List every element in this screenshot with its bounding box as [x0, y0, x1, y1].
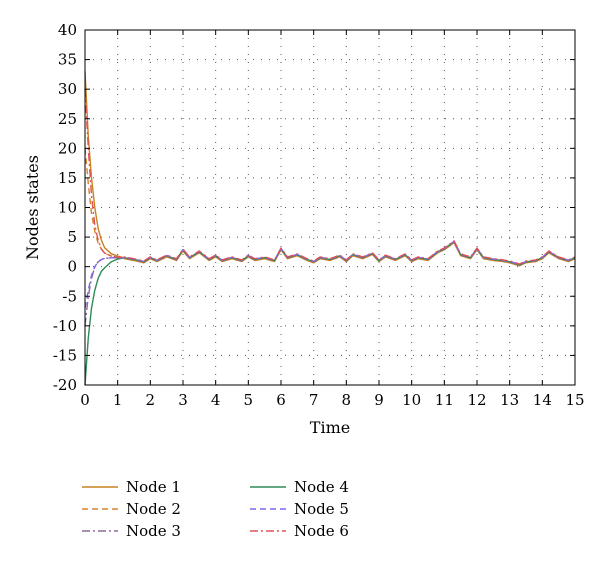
legend-item-node-1: Node 1: [82, 478, 181, 496]
legend-label: Node 2: [126, 500, 181, 518]
legend-item-node-2: Node 2: [82, 500, 181, 518]
series-line-node-3: [84, 241, 576, 326]
tick-layer: 0 1 2 3 4 5 6 7 8 9 10 11 12 13 14 15-20-15-10-50510152…: [53, 21, 585, 409]
x-tick-label: 5: [244, 391, 254, 409]
x-tick-label: 9: [374, 391, 384, 409]
y-tick-label: -20: [53, 376, 77, 394]
series-line-node-6: [84, 89, 576, 265]
y-tick-label: -15: [53, 346, 77, 364]
y-tick-label: 40: [58, 21, 77, 39]
grid-layer: [85, 30, 575, 385]
y-tick-label: 30: [58, 80, 77, 98]
x-tick-label: 14: [533, 391, 552, 409]
series-layer: [84, 71, 576, 386]
x-tick-label: 4: [211, 391, 221, 409]
y-axis-title: Nodes states: [23, 155, 42, 260]
x-tick-label: 2: [146, 391, 156, 409]
legend-item-node-3: Node 3: [82, 522, 181, 540]
y-tick-label: -10: [53, 317, 77, 335]
series-line-node-2: [84, 148, 576, 267]
x-tick-label: 7: [309, 391, 319, 409]
y-tick-label: 20: [58, 139, 77, 157]
legend-label: Node 4: [294, 478, 349, 496]
x-tick-label: 3: [178, 391, 188, 409]
legend-item-node-6: Node 6: [250, 522, 349, 540]
y-tick-label: 5: [67, 228, 77, 246]
legend: Node 1 Node 2 Node 3 Node 4 Node 5 Node 6: [82, 478, 349, 540]
legend-label: Node 5: [294, 500, 349, 518]
legend-item-node-4: Node 4: [250, 478, 349, 496]
x-tick-label: 0: [80, 391, 90, 409]
legend-label: Node 6: [294, 522, 349, 540]
y-tick-label: 25: [58, 110, 77, 128]
x-tick-label: 10: [402, 391, 421, 409]
x-tick-label: 11: [435, 391, 454, 409]
y-tick-label: 35: [58, 51, 77, 69]
legend-label: Node 3: [126, 522, 181, 540]
series-line-node-4: [84, 240, 576, 386]
legend-item-node-5: Node 5: [250, 500, 349, 518]
x-tick-label: 8: [342, 391, 352, 409]
y-tick-label: 15: [58, 169, 77, 187]
x-axis-title: Time: [310, 418, 350, 437]
x-tick-label: 15: [565, 391, 584, 409]
x-tick-label: 1: [113, 391, 123, 409]
legend-label: Node 1: [126, 478, 181, 496]
y-tick-label: 0: [67, 258, 77, 276]
y-tick-label: 10: [58, 199, 77, 217]
y-tick-label: -5: [62, 287, 77, 305]
x-tick-label: 12: [467, 391, 486, 409]
x-tick-label: 6: [276, 391, 286, 409]
series-line-node-5: [84, 240, 576, 309]
x-tick-label: 13: [500, 391, 519, 409]
